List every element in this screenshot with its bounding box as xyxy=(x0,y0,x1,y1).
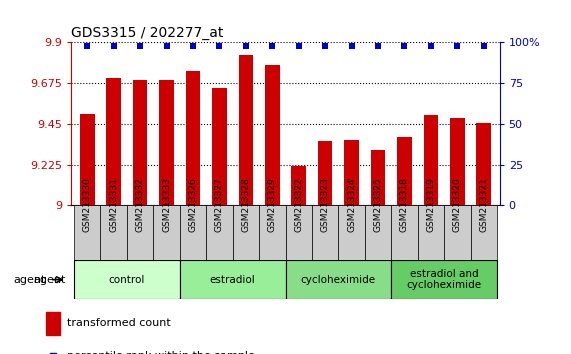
Bar xyxy=(259,205,286,260)
Bar xyxy=(444,205,471,260)
Text: GSM213332: GSM213332 xyxy=(135,177,144,232)
Text: cycloheximide: cycloheximide xyxy=(301,275,376,285)
Bar xyxy=(397,137,412,205)
Text: estradiol and
cycloheximide: estradiol and cycloheximide xyxy=(407,269,482,291)
Text: GSM213328: GSM213328 xyxy=(242,177,250,232)
Bar xyxy=(339,205,365,260)
Text: GSM213330: GSM213330 xyxy=(83,177,92,232)
Bar xyxy=(424,115,438,205)
Bar xyxy=(154,205,180,260)
Text: GSM213320: GSM213320 xyxy=(453,177,462,232)
Text: GSM213326: GSM213326 xyxy=(188,177,198,232)
Bar xyxy=(74,260,180,299)
Bar xyxy=(239,55,253,205)
Bar xyxy=(46,312,60,335)
Bar xyxy=(450,119,465,205)
Bar xyxy=(80,114,95,205)
Bar xyxy=(318,141,332,205)
Text: agent: agent xyxy=(33,275,66,285)
Text: GSM213321: GSM213321 xyxy=(479,177,488,232)
Text: GSM213329: GSM213329 xyxy=(268,177,277,232)
Bar xyxy=(286,205,312,260)
Text: agent: agent xyxy=(13,275,46,285)
Bar xyxy=(312,205,339,260)
Text: GSM213319: GSM213319 xyxy=(427,177,436,232)
Bar xyxy=(186,72,200,205)
Bar xyxy=(286,260,391,299)
Text: GSM213322: GSM213322 xyxy=(294,177,303,232)
Bar xyxy=(391,260,497,299)
Text: GSM213331: GSM213331 xyxy=(109,177,118,232)
Text: GSM213324: GSM213324 xyxy=(347,177,356,232)
Bar xyxy=(344,140,359,205)
Bar xyxy=(74,205,100,260)
Bar xyxy=(180,205,206,260)
Bar xyxy=(291,166,306,205)
Text: GSM213318: GSM213318 xyxy=(400,177,409,232)
Bar xyxy=(391,205,417,260)
Bar xyxy=(106,78,121,205)
Text: GDS3315 / 202277_at: GDS3315 / 202277_at xyxy=(71,26,224,40)
Text: transformed count: transformed count xyxy=(67,318,171,329)
Bar xyxy=(371,150,385,205)
Text: GSM213333: GSM213333 xyxy=(162,177,171,232)
Bar xyxy=(180,260,286,299)
Bar xyxy=(265,65,280,205)
Text: GSM213323: GSM213323 xyxy=(321,177,329,232)
Bar xyxy=(232,205,259,260)
Bar xyxy=(127,205,154,260)
Bar xyxy=(159,80,174,205)
Bar xyxy=(417,205,444,260)
Bar xyxy=(212,88,227,205)
Text: percentile rank within the sample: percentile rank within the sample xyxy=(67,351,255,354)
Bar xyxy=(471,205,497,260)
Text: control: control xyxy=(108,275,145,285)
Text: GSM213327: GSM213327 xyxy=(215,177,224,232)
Text: GSM213325: GSM213325 xyxy=(373,177,383,232)
Bar xyxy=(365,205,391,260)
Bar xyxy=(100,205,127,260)
Bar xyxy=(133,80,147,205)
Text: estradiol: estradiol xyxy=(210,275,255,285)
Bar xyxy=(476,123,491,205)
Bar xyxy=(206,205,232,260)
